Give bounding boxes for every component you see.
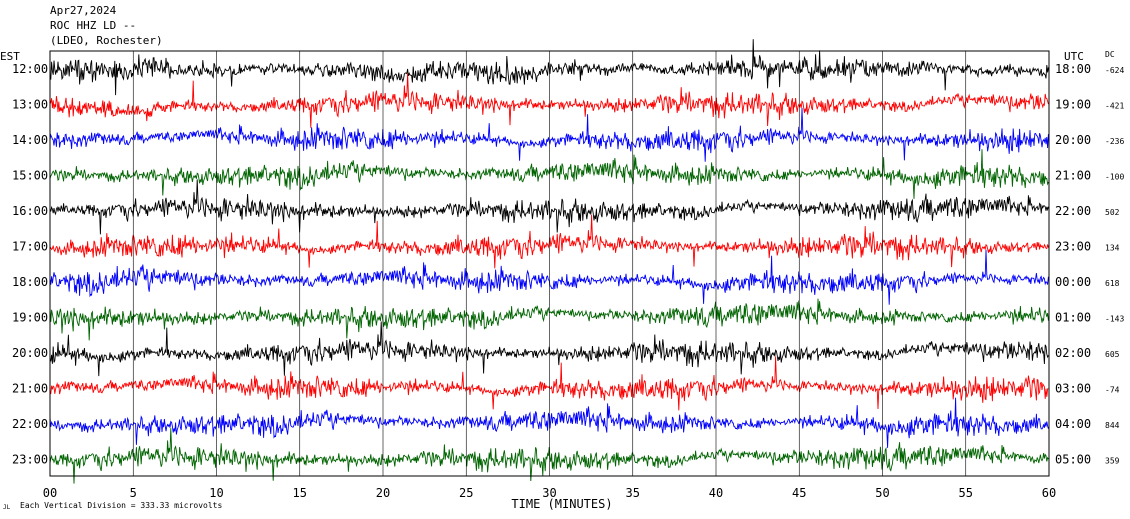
utc-hour-label: 05:00 bbox=[1055, 453, 1091, 467]
scale-note: Each Vertical Division = 333.33 microvol… bbox=[20, 501, 222, 510]
x-tick-label: 40 bbox=[709, 486, 723, 500]
x-axis-title: TIME (MINUTES) bbox=[511, 497, 612, 511]
x-tick-label: 50 bbox=[875, 486, 889, 500]
utc-hour-label: 19:00 bbox=[1055, 98, 1091, 112]
dc-offset-value: 618 bbox=[1105, 279, 1120, 288]
utc-hour-label: 23:00 bbox=[1055, 240, 1091, 254]
est-hour-label: 17:00 bbox=[12, 240, 48, 254]
x-tick-label: 60 bbox=[1042, 486, 1056, 500]
dc-offset-value: 844 bbox=[1105, 421, 1120, 430]
est-hour-label: 19:00 bbox=[12, 311, 48, 325]
corner-mark: JL bbox=[3, 504, 11, 511]
utc-axis-title: UTC bbox=[1064, 50, 1084, 63]
network-label: (LDEO, Rochester) bbox=[50, 34, 163, 47]
x-tick-label: 00 bbox=[43, 486, 57, 500]
dc-offset-value: 502 bbox=[1105, 208, 1120, 217]
station-label: ROC HHZ LD -- bbox=[50, 19, 137, 32]
x-tick-label: 35 bbox=[626, 486, 640, 500]
utc-hour-label: 22:00 bbox=[1055, 204, 1091, 218]
est-hour-label: 22:00 bbox=[12, 417, 48, 431]
dc-offset-value: -74 bbox=[1105, 386, 1120, 395]
est-hour-label: 21:00 bbox=[12, 382, 48, 396]
dc-column-title: DC bbox=[1105, 50, 1115, 59]
dc-offset-value: -624 bbox=[1105, 66, 1124, 75]
utc-hour-label: 01:00 bbox=[1055, 311, 1091, 325]
utc-hour-label: 02:00 bbox=[1055, 346, 1091, 360]
utc-hour-label: 04:00 bbox=[1055, 417, 1091, 431]
utc-hour-label: 00:00 bbox=[1055, 275, 1091, 289]
est-hour-label: 15:00 bbox=[12, 169, 48, 183]
utc-hour-label: 18:00 bbox=[1055, 62, 1091, 76]
dc-offset-value: -236 bbox=[1105, 137, 1124, 146]
x-tick-label: 20 bbox=[376, 486, 390, 500]
est-hour-label: 20:00 bbox=[12, 346, 48, 360]
dc-offset-value: 605 bbox=[1105, 350, 1120, 359]
utc-hour-label: 21:00 bbox=[1055, 169, 1091, 183]
est-hour-label: 13:00 bbox=[12, 98, 48, 112]
x-tick-label: 30 bbox=[542, 486, 556, 500]
date-label: Apr27,2024 bbox=[50, 4, 117, 17]
est-hour-label: 14:00 bbox=[12, 133, 48, 147]
dc-offset-value: -143 bbox=[1105, 315, 1124, 324]
dc-offset-value: -100 bbox=[1105, 173, 1124, 182]
dc-offset-value: -421 bbox=[1105, 102, 1124, 111]
dc-offset-value: 134 bbox=[1105, 244, 1120, 253]
est-hour-label: 12:00 bbox=[12, 62, 48, 76]
est-hour-label: 23:00 bbox=[12, 453, 48, 467]
est-axis-title: EST bbox=[0, 50, 20, 63]
x-tick-label: 5 bbox=[130, 486, 137, 500]
plot-frame bbox=[49, 50, 1050, 477]
x-tick-label: 55 bbox=[959, 486, 973, 500]
x-tick-label: 45 bbox=[792, 486, 806, 500]
labels-layer: 00 5 10 15 20 25 30 35 40 45 50 55 60 TIME (MINUTES) E… bbox=[0, 50, 1124, 511]
est-hour-label: 16:00 bbox=[12, 204, 48, 218]
x-tick-label: 10 bbox=[209, 486, 223, 500]
x-tick-label: 15 bbox=[293, 486, 307, 500]
dc-offset-value: 359 bbox=[1105, 457, 1120, 466]
x-tick-label: 25 bbox=[459, 486, 473, 500]
utc-hour-label: 03:00 bbox=[1055, 382, 1091, 396]
est-hour-label: 18:00 bbox=[12, 275, 48, 289]
utc-hour-label: 20:00 bbox=[1055, 133, 1091, 147]
